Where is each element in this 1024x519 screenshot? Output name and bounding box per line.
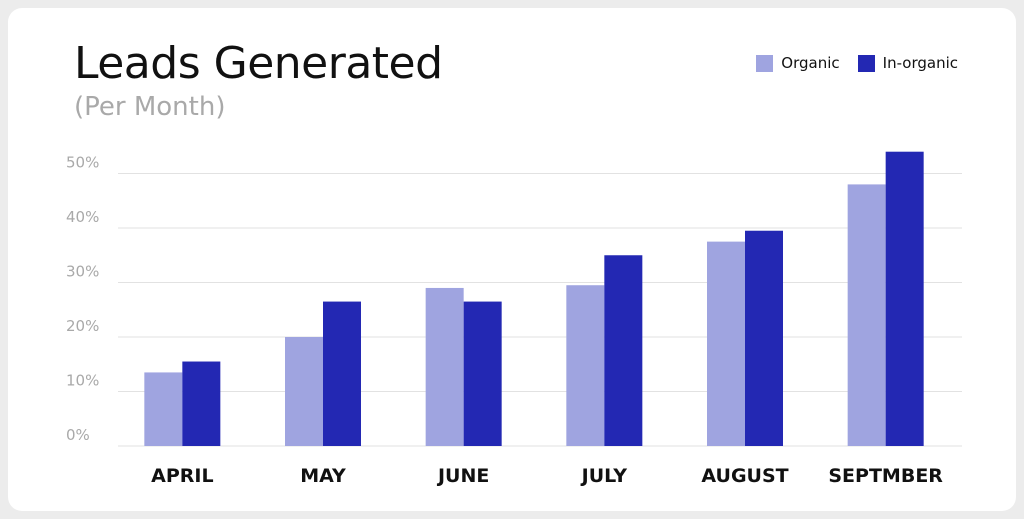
legend-swatch-inorganic — [857, 54, 875, 72]
y-tick-label: 10% — [66, 372, 99, 390]
x-category-label: JULY — [580, 465, 628, 487]
bar-organic — [566, 285, 605, 446]
bar-organic — [425, 287, 464, 446]
x-category-label: SEPTMBER — [828, 465, 943, 487]
bar-inorganic — [182, 361, 221, 446]
x-category-label: APRIL — [151, 465, 213, 487]
legend-item-organic: Organic — [756, 54, 840, 72]
legend-label-organic: Organic — [781, 54, 840, 72]
legend: Organic In-organic — [756, 54, 958, 72]
legend-swatch-organic — [756, 54, 774, 72]
bar-organic — [847, 184, 886, 446]
x-category-label: MAY — [300, 465, 346, 487]
chart-title: Leads Generated — [74, 38, 443, 89]
bar-inorganic — [604, 255, 643, 446]
y-tick-label: 50% — [66, 154, 99, 172]
x-category-label: AUGUST — [701, 465, 788, 487]
bar-inorganic — [463, 301, 502, 446]
bar-inorganic — [745, 230, 783, 446]
bar-organic — [707, 241, 745, 446]
bar-inorganic — [323, 301, 361, 446]
bar-inorganic — [885, 151, 924, 446]
y-tick-label: 30% — [66, 263, 99, 281]
legend-label-inorganic: In-organic — [882, 54, 958, 72]
bar-organic — [144, 372, 183, 446]
x-category-label: JUNE — [436, 465, 489, 487]
y-tick-label: 20% — [66, 317, 99, 335]
chart-subtitle: (Per Month) — [74, 92, 226, 122]
legend-item-inorganic: In-organic — [857, 54, 958, 72]
bar-organic — [285, 337, 323, 446]
y-tick-label: 40% — [66, 208, 99, 226]
y-tick-label: 0% — [66, 426, 90, 444]
